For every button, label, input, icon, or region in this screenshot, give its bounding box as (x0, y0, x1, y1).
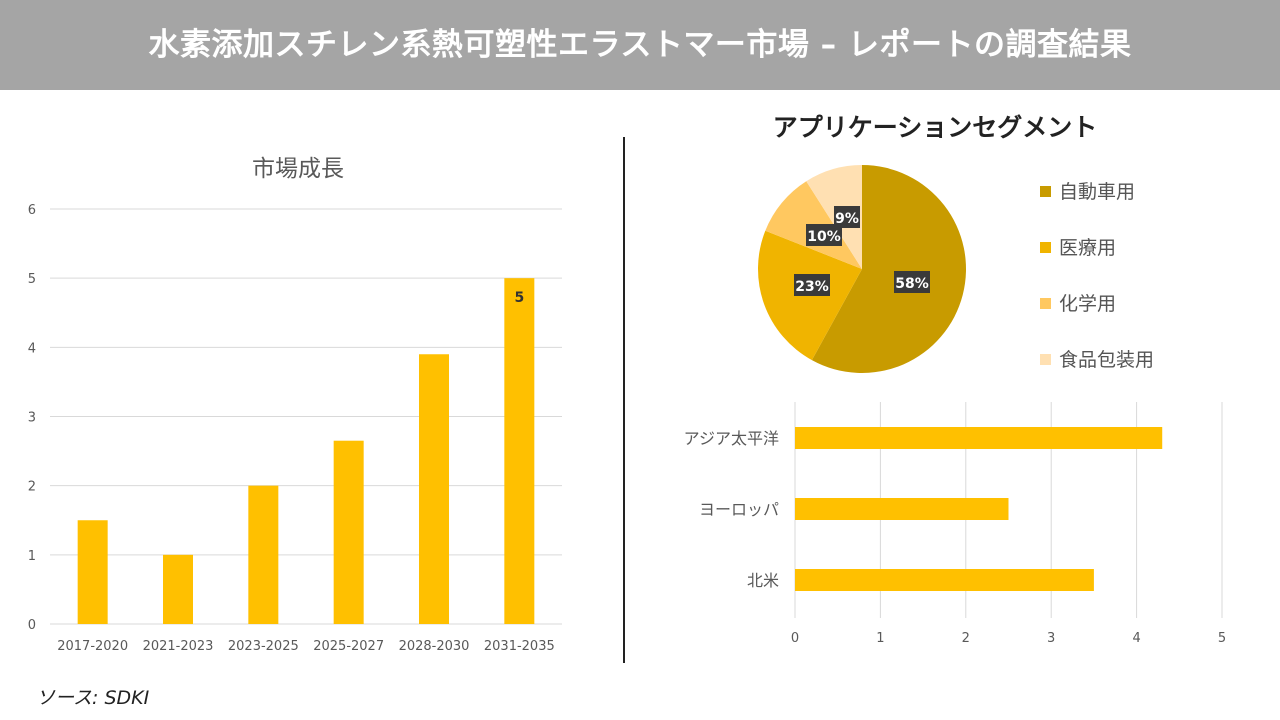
x-tick-label: 2028-2030 (399, 639, 470, 654)
y-tick-label: アジア太平洋 (684, 429, 779, 448)
data-label-box (794, 274, 830, 296)
x-tick-label: 2031-2035 (484, 639, 555, 654)
data-label: 10% (807, 229, 841, 245)
data-label-box (894, 271, 930, 293)
bar (248, 485, 279, 624)
legend-item: 医療用 (1040, 233, 1116, 260)
data-label: 9% (835, 211, 859, 227)
legend-item: 食品包装用 (1040, 345, 1154, 372)
y-tick-label: 4 (28, 341, 36, 356)
legend-swatch (1040, 242, 1051, 253)
divider (623, 137, 625, 663)
bar (504, 278, 535, 624)
pie-title: アプリケーションセグメント (772, 113, 1098, 142)
y-tick-label: 1 (28, 549, 36, 564)
x-tick-label: 2025-2027 (313, 639, 384, 654)
bar (333, 440, 364, 624)
x-tick-label: 2021-2023 (143, 639, 214, 654)
legend-swatch (1040, 354, 1051, 365)
y-tick-label: 2 (28, 480, 36, 495)
bar (163, 554, 193, 624)
legend-label: 化学用 (1059, 293, 1117, 315)
x-tick-label: 4 (1132, 631, 1140, 646)
legend-swatch (1040, 186, 1051, 197)
y-tick-label: 北米 (747, 571, 779, 590)
x-tick-label: 3 (1047, 631, 1055, 646)
legend-label: 医療用 (1059, 237, 1117, 259)
y-tick-label: 0 (28, 618, 36, 633)
data-label: 58% (895, 276, 929, 292)
legend-item: 化学用 (1040, 289, 1116, 316)
x-tick-label: 2 (962, 631, 970, 646)
page-title: 水素添加スチレン系熱可塑性エラストマー市場 – レポートの調査結果 (0, 0, 1280, 90)
data-label-box (834, 206, 860, 228)
pie-slice (811, 165, 966, 374)
data-label: 23% (795, 279, 829, 295)
legend-item: 自動車用 (1040, 177, 1135, 204)
legend-label: 自動車用 (1059, 181, 1136, 203)
y-tick-label: 3 (28, 411, 36, 426)
y-tick-label: ヨーロッパ (699, 500, 779, 519)
bar (795, 427, 1163, 449)
bar (419, 354, 449, 624)
bar (795, 569, 1094, 591)
bar (795, 498, 1009, 520)
x-tick-label: 0 (791, 631, 799, 646)
legend-label: 食品包装用 (1059, 349, 1155, 371)
legend-swatch (1040, 298, 1051, 309)
data-label: 5 (514, 290, 524, 306)
source-text: ソース: SDKI (36, 687, 150, 709)
x-tick-label: 5 (1218, 631, 1226, 646)
data-label-box (806, 224, 842, 246)
bar-chart-title: 市場成長 (252, 156, 344, 182)
x-tick-label: 2017-2020 (57, 639, 128, 654)
y-tick-label: 5 (28, 272, 36, 287)
x-tick-label: 2023-2025 (228, 639, 299, 654)
y-tick-label: 6 (28, 203, 36, 218)
x-tick-label: 1 (876, 631, 884, 646)
bar (77, 520, 108, 624)
